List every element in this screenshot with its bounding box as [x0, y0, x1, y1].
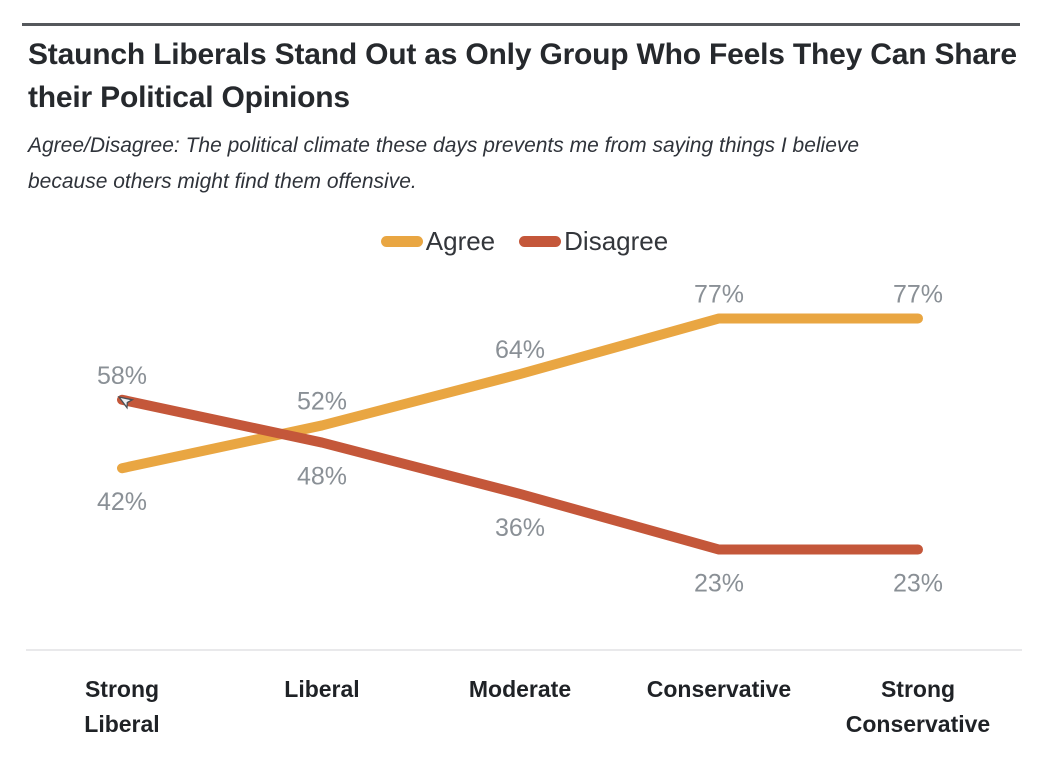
legend-label-agree: Agree: [425, 226, 496, 256]
legend-item-agree: Agree: [380, 226, 496, 257]
legend-item-disagree: Disagree: [519, 226, 668, 257]
agree-data-label: 64%: [495, 336, 545, 364]
disagree-line: [117, 394, 923, 555]
chart-legend: Agree Disagree: [0, 226, 1049, 257]
legend-label-disagree: Disagree: [564, 226, 669, 256]
chart-title: Staunch Liberals Stand Out as Only Group…: [28, 38, 1017, 114]
x-axis-label-line: Strong: [84, 676, 160, 702]
top-rule: [22, 23, 1020, 26]
x-axis-label-moderate: Moderate: [410, 672, 630, 707]
x-axis-label-strong-conservative: Strong Conservative: [808, 672, 1028, 742]
agree-line-swatch: [380, 236, 423, 247]
x-axis-label-line: Strong: [880, 676, 956, 702]
agree-data-label: 42%: [97, 488, 147, 516]
disagree-data-label: 36%: [495, 514, 545, 542]
x-axis-label-liberal: Liberal: [212, 672, 432, 707]
mouse-cursor-icon: [117, 396, 135, 410]
disagree-data-label: 58%: [97, 362, 147, 390]
x-axis-label-line: Conservative: [646, 676, 792, 702]
x-axis-label-line: Conservative: [845, 711, 991, 737]
chart-subtitle: Agree/Disagree: The political climate th…: [28, 134, 860, 193]
agree-line: [117, 313, 923, 474]
disagree-data-label: 23%: [694, 570, 744, 598]
agree-data-label: 52%: [297, 387, 347, 415]
disagree-data-label: 48%: [297, 463, 347, 491]
x-axis-label-strong-liberal: Strong Liberal: [12, 672, 232, 742]
disagree-data-label: 23%: [893, 570, 943, 598]
x-axis-label-line: Liberal: [284, 676, 360, 702]
agree-data-label: 77%: [893, 280, 943, 308]
x-axis-label-conservative: Conservative: [609, 672, 829, 707]
x-axis-label-line: Liberal: [84, 711, 160, 737]
disagree-line-swatch: [519, 236, 562, 247]
agree-data-label: 77%: [694, 280, 744, 308]
x-axis-label-line: Moderate: [468, 676, 572, 702]
